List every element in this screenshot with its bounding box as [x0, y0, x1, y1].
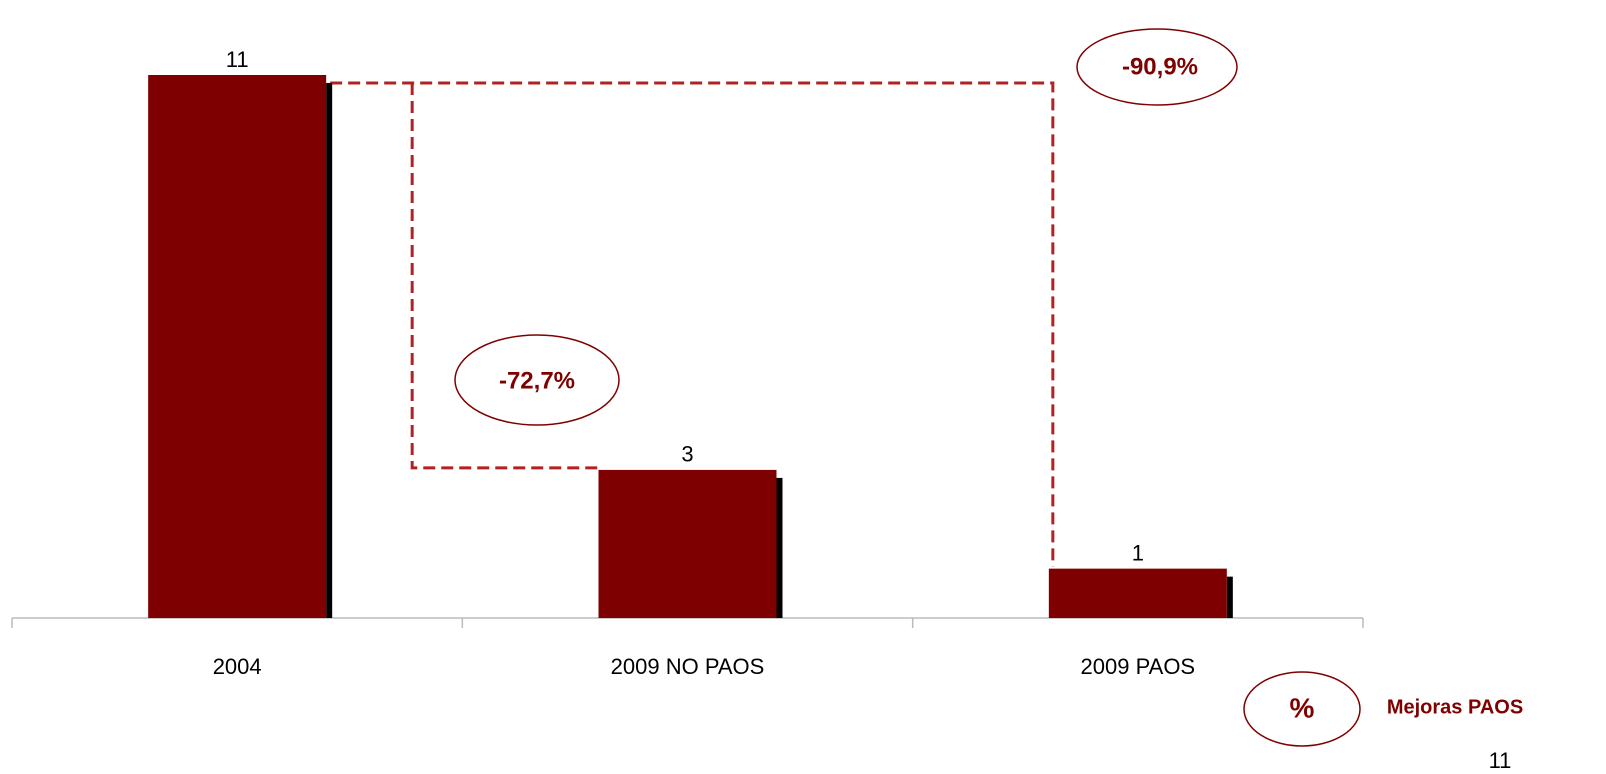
annotation-ellipse: [454, 334, 620, 426]
legend-ellipse: [1243, 671, 1361, 747]
bar: [1048, 568, 1227, 618]
bar: [148, 75, 327, 618]
x-tick-label: 2009 NO PAOS: [611, 654, 765, 679]
data-label: 3: [681, 442, 693, 467]
annotation: -90,9%: [1122, 53, 1198, 80]
x-tick-label: 2009 PAOS: [1081, 654, 1196, 679]
legend-label: Mejoras PAOS: [1387, 696, 1523, 718]
bar-shadow: [1226, 576, 1233, 618]
connector: [410, 83, 599, 470]
legend-symbol: %: [1290, 692, 1315, 723]
x-tick-label: 2004: [213, 654, 262, 679]
bar: [598, 469, 777, 618]
data-label: 1: [1132, 540, 1144, 565]
annotation: -72,7%: [499, 367, 575, 394]
bar-shadow: [776, 477, 783, 618]
bar-shadow: [326, 83, 333, 618]
annotation-ellipse: [1076, 28, 1238, 106]
page-number: 11: [1489, 748, 1512, 773]
connector: [330, 81, 1055, 567]
data-label: 11: [226, 47, 249, 72]
